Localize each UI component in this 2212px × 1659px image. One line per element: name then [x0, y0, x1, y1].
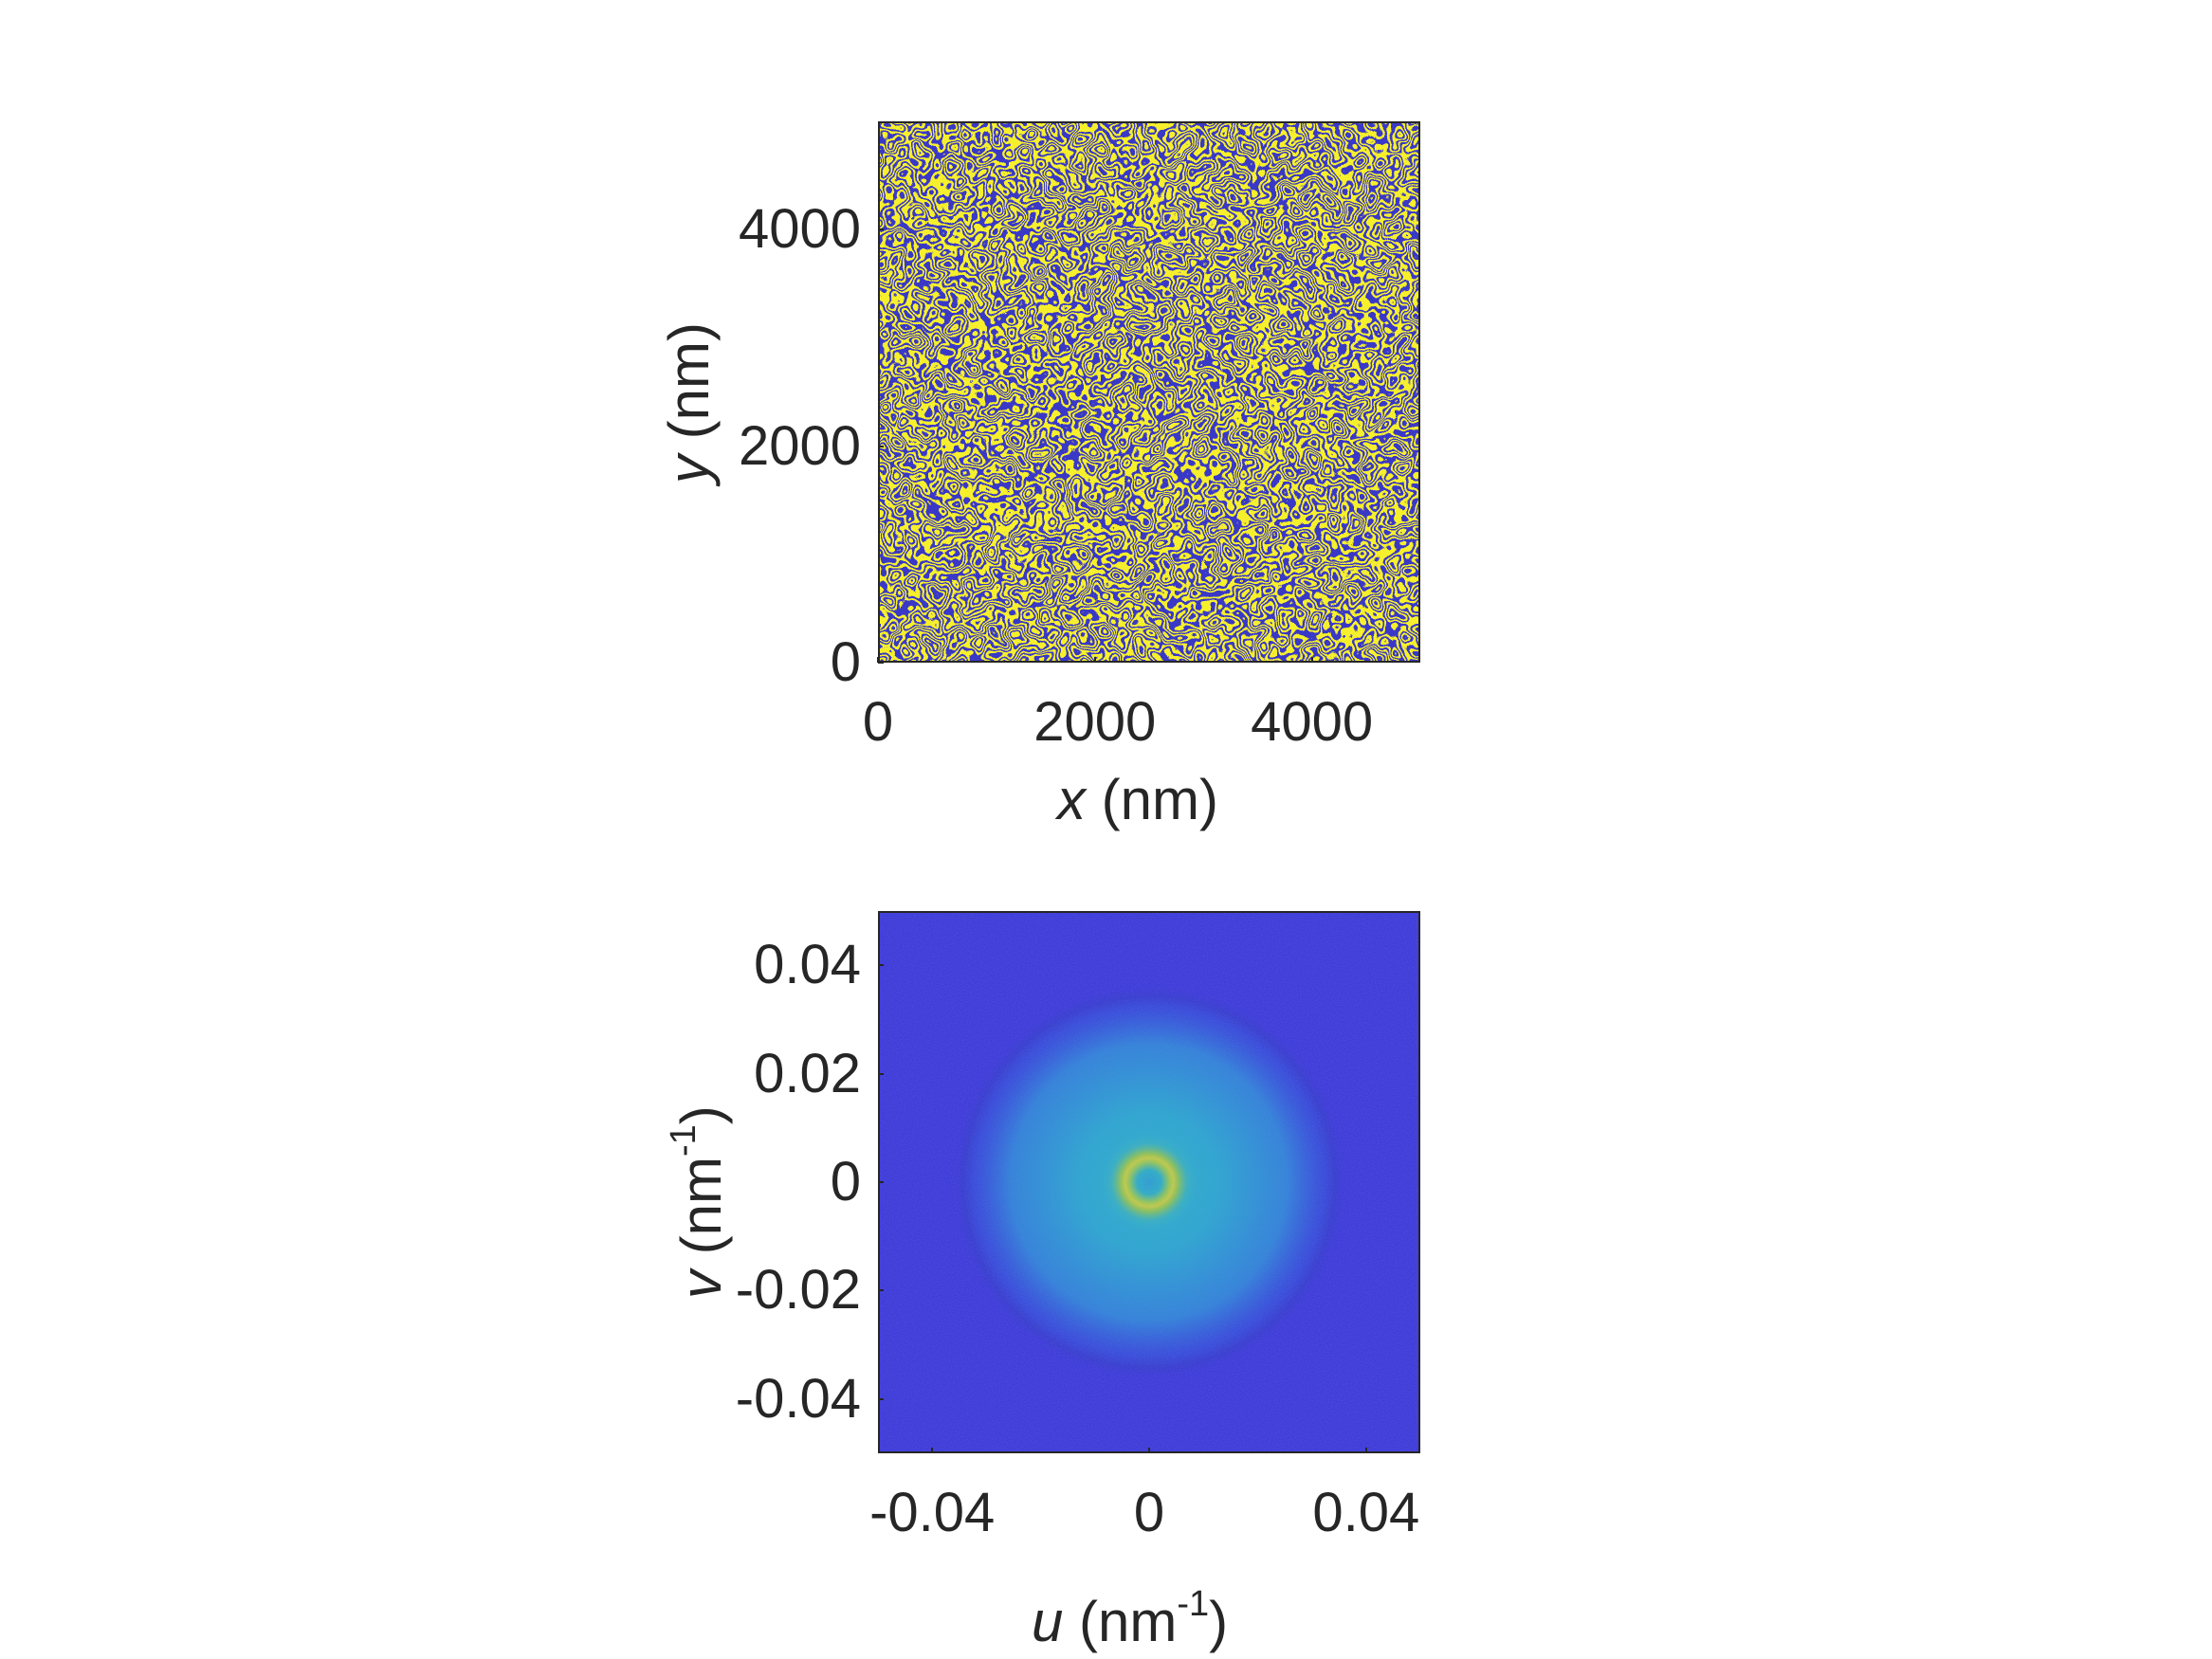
v-axis-exponent: -1 [664, 1124, 704, 1157]
x-tick-mark [1148, 1448, 1150, 1453]
labyrinth-heatmap-svg [880, 123, 1418, 661]
x-tick-mark [931, 1448, 934, 1453]
v-axis-label: v (nm-1) [661, 1105, 733, 1299]
y-axis-symbol: y [657, 455, 721, 483]
y-tick-mark [878, 1181, 884, 1183]
x-tick-mark [877, 657, 879, 663]
u-axis-label: u (nm-1) [1032, 1581, 1228, 1650]
x-tick-label: 0.04 [1312, 1482, 1420, 1543]
fourier-speckle [880, 913, 1418, 1451]
y-tick-label: 4000 [738, 198, 861, 261]
x-tick-mark [1364, 1448, 1367, 1453]
u-axis-unit: (nm [1063, 1590, 1178, 1653]
u-axis-exponent: -1 [1177, 1584, 1210, 1624]
labyrinth-heatmap [878, 121, 1420, 663]
y-tick-label: -0.02 [735, 1259, 861, 1322]
x-tick-label: 2000 [1033, 691, 1157, 753]
y-axis-label-top: y (nm) [657, 322, 721, 483]
y-tick-label: -0.04 [735, 1367, 861, 1430]
y-tick-label: 0 [830, 1151, 861, 1212]
y-tick-mark [878, 445, 884, 447]
y-tick-label: 2000 [738, 414, 861, 477]
y-tick-label: 0.02 [754, 1042, 861, 1104]
x-tick-mark [1310, 657, 1313, 663]
v-axis-unit-close: ) [669, 1105, 733, 1125]
y-tick-mark [878, 662, 884, 664]
v-axis-unit: (nm [669, 1157, 733, 1270]
fourier-heatmap [878, 911, 1420, 1453]
x-tick-label: 4000 [1251, 691, 1374, 753]
x-axis-label-top: x (nm) [1057, 772, 1218, 829]
y-tick-mark [878, 1397, 884, 1400]
y-tick-mark [878, 1072, 884, 1075]
x-axis-symbol: x [1057, 768, 1086, 831]
y-axis-unit: (nm) [657, 322, 721, 455]
x-tick-label: 0 [1133, 1482, 1165, 1543]
fourier-heatmap-svg [880, 913, 1418, 1451]
x-tick-label: -0.04 [869, 1482, 996, 1543]
y-tick-label: 0 [830, 631, 861, 693]
v-axis-symbol: v [669, 1270, 733, 1299]
y-tick-label: 0.04 [754, 934, 861, 996]
x-axis-unit: (nm) [1086, 768, 1218, 831]
u-axis-unit-close: ) [1209, 1590, 1229, 1653]
y-tick-mark [878, 228, 884, 231]
u-axis-symbol: u [1032, 1590, 1064, 1653]
x-tick-mark [1093, 657, 1096, 663]
x-tick-label: 0 [862, 691, 894, 753]
y-tick-mark [878, 964, 884, 967]
y-tick-mark [878, 1289, 884, 1292]
labyrinth-domains [880, 123, 1418, 661]
